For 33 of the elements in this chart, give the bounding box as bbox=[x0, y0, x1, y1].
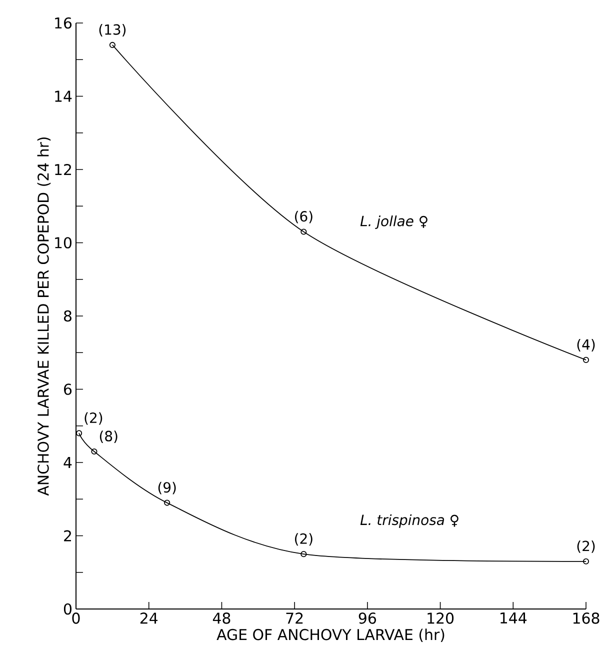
x-tick-label: 72 bbox=[286, 612, 303, 624]
annotation: (6) bbox=[295, 210, 312, 224]
y-tick-label: 2 bbox=[64, 530, 71, 542]
text: L. trispinosa ♀ bbox=[360, 514, 458, 528]
point bbox=[91, 448, 98, 455]
y-tick-label: 14 bbox=[55, 90, 72, 102]
x-tick-label: 48 bbox=[212, 612, 230, 624]
text: L. jollae ♀ bbox=[360, 215, 428, 229]
y-tick-label: 16 bbox=[55, 17, 72, 29]
annotation: (2) bbox=[295, 533, 312, 546]
point bbox=[300, 228, 307, 235]
y-axis-title: ANCHOVY LARVAE KILLED PER COPEPOD (24 hr) bbox=[37, 137, 51, 496]
annotation: (2) bbox=[84, 412, 102, 425]
x-tick-label: 0 bbox=[72, 612, 80, 624]
y-tick-label: 4 bbox=[64, 457, 72, 468]
point bbox=[300, 551, 307, 558]
x-tick-label: 96 bbox=[358, 612, 376, 624]
y-tick-label: 10 bbox=[55, 237, 72, 248]
annotation: (8) bbox=[100, 430, 118, 444]
x-tick-label: 144 bbox=[500, 612, 527, 624]
y-tick-label: 6 bbox=[64, 384, 72, 395]
x-tick-label: 24 bbox=[140, 612, 158, 624]
y-tick-label: 8 bbox=[64, 310, 72, 322]
x-tick-label: 120 bbox=[428, 612, 454, 624]
y-tick-label: 0 bbox=[64, 603, 72, 615]
y-tick-label: 12 bbox=[55, 164, 71, 176]
x-axis-title: AGE OF ANCHOVY LARVAE (hr) bbox=[216, 628, 444, 642]
annotation: (9) bbox=[158, 482, 176, 494]
x-tick-label: 168 bbox=[573, 612, 600, 624]
annotation: (2) bbox=[577, 540, 595, 553]
point bbox=[164, 500, 170, 506]
annotation: (13) bbox=[99, 24, 126, 36]
annotation: (4) bbox=[577, 339, 595, 352]
